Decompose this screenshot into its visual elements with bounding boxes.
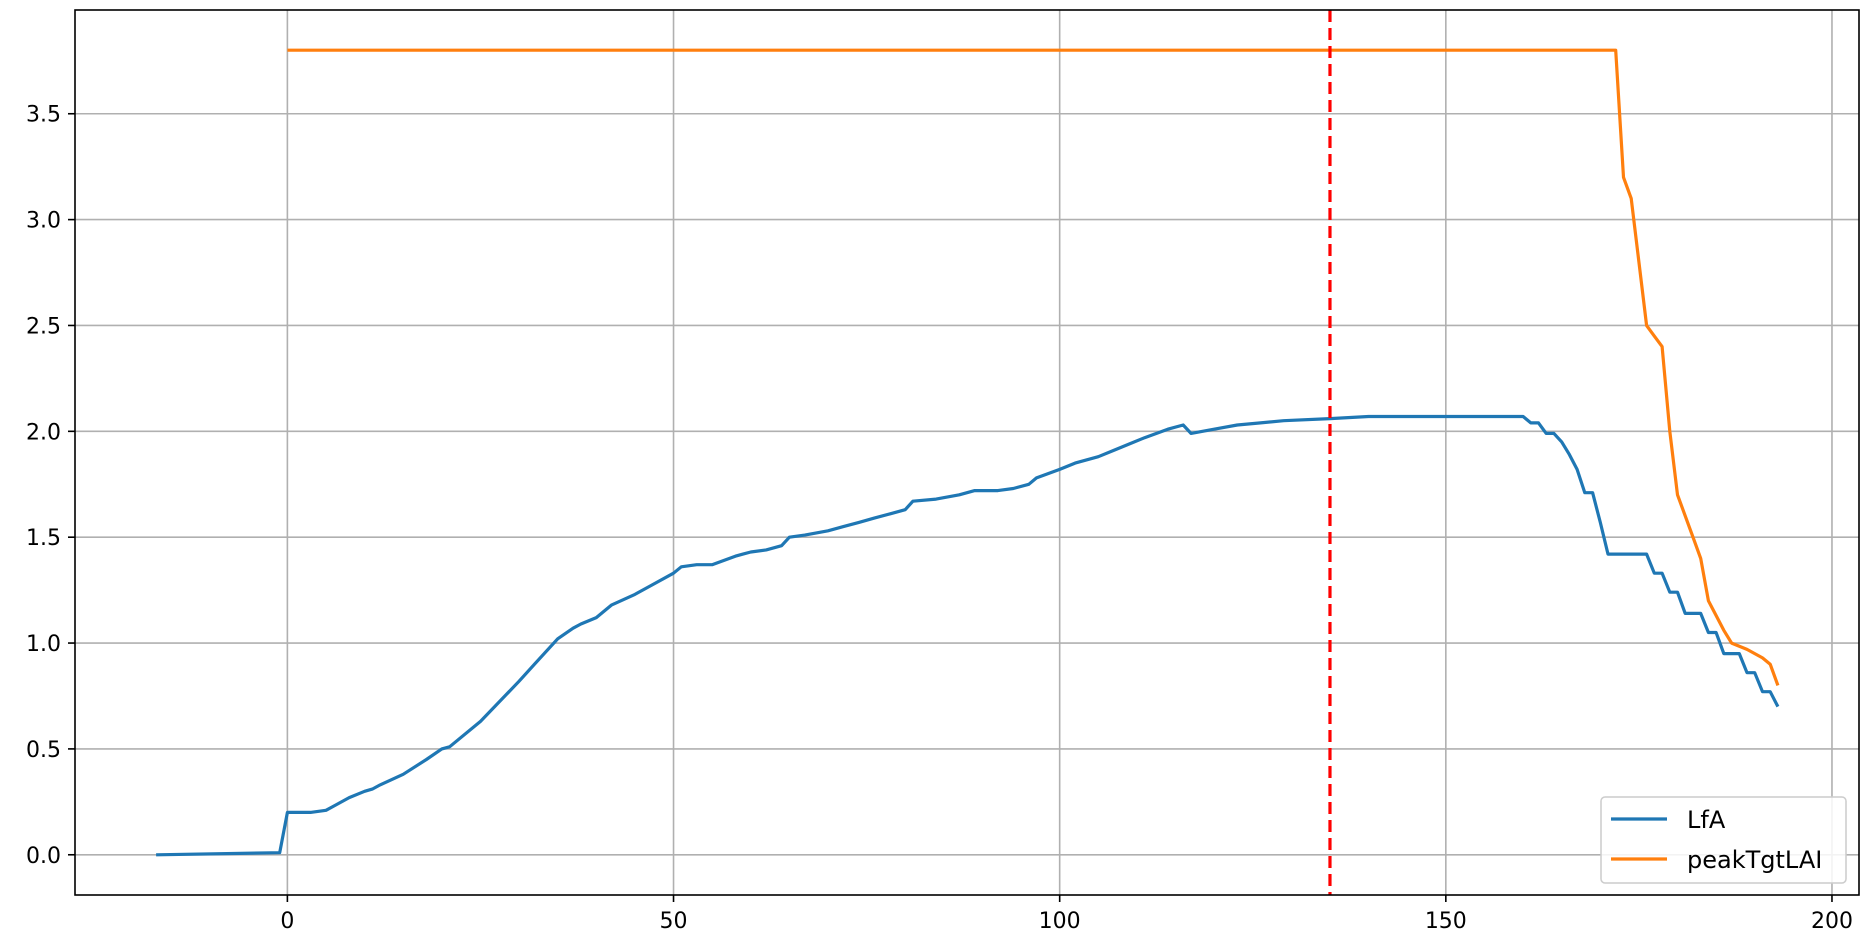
y-tick-label: 0.0 bbox=[26, 844, 61, 869]
x-tick-label: 50 bbox=[660, 909, 688, 934]
y-tick-label: 3.5 bbox=[26, 103, 61, 128]
x-tick-label: 150 bbox=[1425, 909, 1467, 934]
x-tick-label: 200 bbox=[1811, 909, 1853, 934]
legend-label-lfa: LfA bbox=[1687, 806, 1726, 834]
y-tick-label: 2.5 bbox=[26, 314, 61, 339]
y-axis-ticks: 0.0 0.5 1.0 1.5 2.0 2.5 3.0 3.5 bbox=[26, 103, 75, 869]
x-axis-ticks: 0 50 100 150 200 bbox=[280, 895, 1853, 934]
y-tick-label: 0.5 bbox=[26, 738, 61, 763]
x-tick-label: 0 bbox=[280, 909, 294, 934]
legend-label-peaktgtlai: peakTgtLAI bbox=[1687, 846, 1822, 874]
x-tick-label: 100 bbox=[1039, 909, 1081, 934]
legend: LfA peakTgtLAI bbox=[1600, 796, 1847, 884]
y-tick-label: 1.5 bbox=[26, 526, 61, 551]
series-line-peaktgtlai bbox=[287, 48, 1780, 686]
y-tick-label: 3.0 bbox=[26, 209, 61, 234]
y-tick-label: 2.0 bbox=[26, 420, 61, 445]
y-tick-label: 1.0 bbox=[26, 632, 61, 657]
series-layer bbox=[156, 48, 1780, 857]
grid bbox=[75, 10, 1859, 895]
plot-frame bbox=[74, 9, 1860, 896]
series-line-lfa bbox=[156, 414, 1780, 857]
